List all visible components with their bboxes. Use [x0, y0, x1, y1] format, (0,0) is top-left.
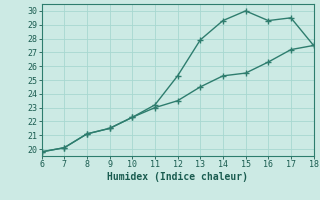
X-axis label: Humidex (Indice chaleur): Humidex (Indice chaleur) — [107, 172, 248, 182]
